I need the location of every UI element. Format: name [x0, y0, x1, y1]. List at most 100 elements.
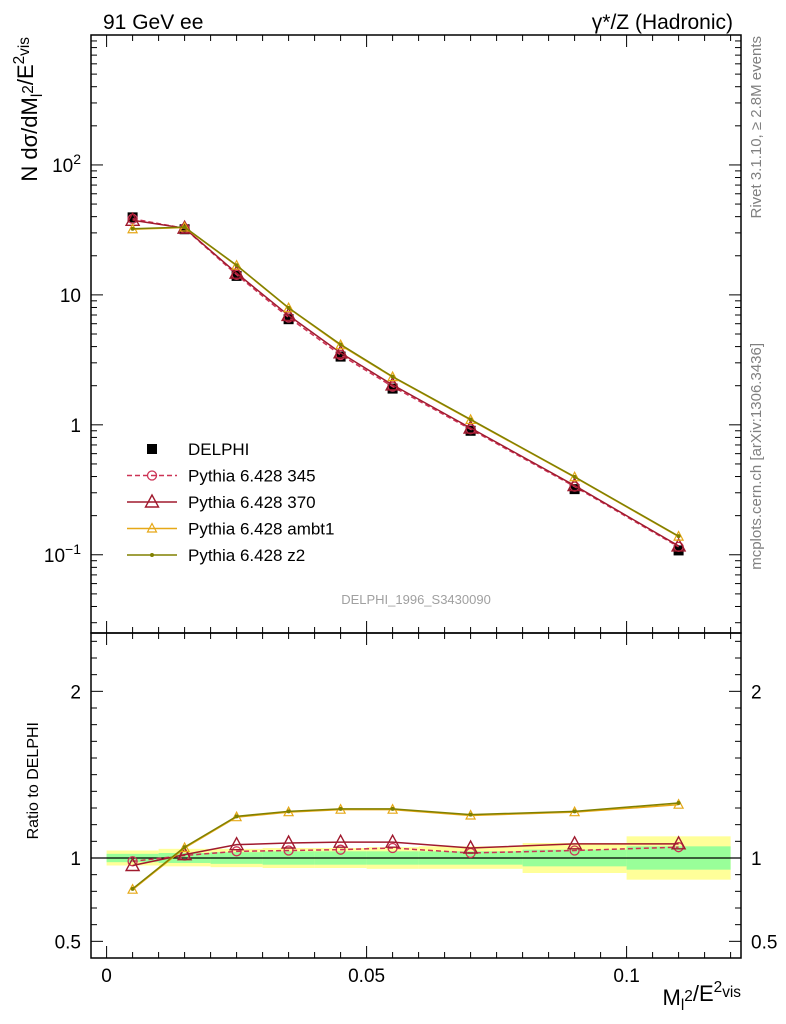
ratio-y-axis-title: Ratio to DELPHI	[25, 722, 42, 839]
point-pythia-6-428-ambt1-4	[335, 338, 347, 350]
axis-title-superscript: 2	[684, 988, 693, 1005]
legend-marker-delphi	[147, 444, 157, 454]
legend-marker-pythia-6-428-z2	[150, 553, 154, 557]
ratio-point-pythia-6-428-370-8	[670, 835, 687, 850]
point-delphi-2	[231, 270, 242, 281]
ratio-point-pythia-6-428-345-7	[569, 845, 580, 856]
axis-title-subscript: vis	[722, 984, 741, 1001]
ratio-point-pythia-6-428-370-4	[332, 833, 349, 848]
ratio-point-pythia-6-428-370-0	[124, 857, 141, 872]
point-pythia-6-428-370-2	[228, 264, 245, 279]
axis-title-part: M	[663, 985, 681, 1010]
point-pythia-6-428-ambt1-2	[231, 259, 243, 270]
ratio-point-pythia-6-428-370-2	[228, 836, 245, 851]
point-pythia-6-428-z2-2	[234, 263, 239, 268]
axis-title-part: /E	[13, 64, 38, 85]
point-pythia-6-428-ambt1-8	[673, 530, 685, 541]
point-delphi-7	[569, 484, 580, 495]
ratio-y-tick-label-left: 1	[70, 849, 81, 870]
point-pythia-6-428-ambt1-7	[569, 470, 581, 482]
point-pythia-6-428-370-6	[462, 419, 479, 434]
ratio-y-tick-label-left: 0.5	[55, 932, 81, 953]
x-tick-label: 0.05	[348, 966, 385, 987]
legend-marker-pythia-6-428-ambt1	[146, 522, 158, 533]
main-frame	[90, 34, 742, 634]
y-tick-label-exponent: −1	[65, 541, 81, 557]
point-delphi-1	[179, 224, 190, 235]
ratio-point-pythia-6-428-z2-6	[468, 812, 473, 817]
point-pythia-6-428-370-3	[280, 306, 297, 322]
point-pythia-6-428-z2-8	[676, 534, 681, 539]
point-delphi-0	[127, 212, 138, 223]
y-tick-label: 10	[60, 286, 81, 307]
point-pythia-6-428-ambt1-3	[283, 301, 295, 313]
ratio-point-pythia-6-428-345-4	[335, 844, 346, 855]
point-pythia-6-428-z2-3	[286, 305, 291, 310]
axis-title-subscript: l	[29, 94, 46, 97]
point-pythia-6-428-z2-5	[390, 374, 395, 379]
ratio-point-pythia-6-428-370-7	[566, 835, 583, 850]
ratio-point-pythia-6-428-z2-7	[572, 809, 577, 814]
legend-marker-pythia-6-428-370	[144, 493, 160, 508]
point-pythia-6-428-z2-0	[130, 226, 135, 231]
ratio-line-pythia-6-428-345	[132, 846, 679, 863]
axis-title-subscript: l	[681, 997, 684, 1014]
axis-title-superscript: 2	[20, 85, 37, 94]
ratio-point-pythia-6-428-345-5	[387, 842, 398, 854]
header-right: γ*/Z (Hadronic)	[592, 11, 733, 34]
ratio-point-pythia-6-428-370-3	[280, 834, 297, 849]
line-pythia-6-428-370	[132, 219, 679, 547]
analysis-tag: DELPHI_1996_S3430090	[341, 592, 491, 607]
annotations: 91 GeV ee γ*/Z (Hadronic) DELPHI_1996_S3…	[103, 11, 765, 607]
legend-label-pythia-6-428-345: Pythia 6.428 345	[188, 467, 316, 486]
ratio-point-pythia-6-428-370-5	[384, 833, 401, 848]
point-delphi-4	[335, 351, 346, 362]
side-label-rivet: Rivet 3.1.10, ≥ 2.8M events	[748, 36, 765, 219]
ratio-point-pythia-6-428-z2-3	[286, 809, 291, 814]
y-tick-label: 1	[70, 416, 81, 437]
ratio-point-pythia-6-428-z2-0	[130, 886, 135, 891]
legend-marker-pythia-6-428-345	[146, 470, 158, 481]
point-pythia-6-428-370-4	[332, 344, 349, 359]
ratio-y-tick-label-right: 1	[751, 849, 762, 870]
y-axis-title: N dσ/dMl2/E2vis	[11, 37, 46, 182]
point-delphi-6	[465, 425, 476, 436]
ratio-point-pythia-6-428-370-6	[462, 839, 479, 854]
x-tick-label: 0.1	[613, 966, 639, 987]
point-pythia-6-428-z2-6	[468, 417, 473, 422]
ratio-y-tick-label-left: 2	[70, 682, 81, 703]
legend-label-pythia-6-428-ambt1: Pythia 6.428 ambt1	[188, 520, 334, 539]
ratio-point-pythia-6-428-ambt1-1	[179, 841, 191, 853]
ratio-point-pythia-6-428-z2-4	[338, 806, 343, 811]
ratio-frame	[90, 632, 742, 959]
ratio-y-tick-label-right: 0.5	[751, 932, 777, 953]
ratio-point-pythia-6-428-345-3	[283, 845, 294, 856]
x-tick-label: 0	[101, 966, 112, 987]
legend-label-delphi: DELPHI	[188, 440, 249, 459]
point-pythia-6-428-370-8	[670, 537, 687, 552]
point-delphi-5	[387, 383, 398, 394]
point-pythia-6-428-z2-1	[182, 225, 187, 230]
point-pythia-6-428-370-7	[566, 477, 583, 492]
point-pythia-6-428-z2-7	[572, 474, 577, 479]
header-left: 91 GeV ee	[103, 11, 203, 34]
side-label-mcplots: mcplots.cern.ch [arXiv:1306.3436]	[748, 343, 765, 570]
axis-title-part: /E	[693, 981, 714, 1006]
ratio-point-pythia-6-428-z2-2	[234, 814, 239, 819]
ratio-point-pythia-6-428-z2-8	[676, 801, 681, 805]
legend-label-pythia-6-428-z2: Pythia 6.428 z2	[188, 546, 305, 565]
point-pythia-6-428-ambt1-5	[387, 370, 399, 382]
axis-title-superscript: 2	[714, 979, 723, 996]
y-tick-label: 10−1	[44, 541, 81, 567]
ratio-point-pythia-6-428-345-8	[673, 842, 684, 853]
point-pythia-6-428-370-5	[384, 376, 401, 391]
ratio-point-pythia-6-428-ambt1-0	[127, 883, 139, 894]
y-tick-label: 102	[52, 151, 81, 177]
ratio-line-pythia-6-428-370	[132, 841, 679, 867]
axis-title-superscript: 2	[11, 56, 28, 65]
point-pythia-6-428-z2-4	[338, 342, 343, 347]
ratio-y-tick-label-right: 2	[751, 682, 762, 703]
